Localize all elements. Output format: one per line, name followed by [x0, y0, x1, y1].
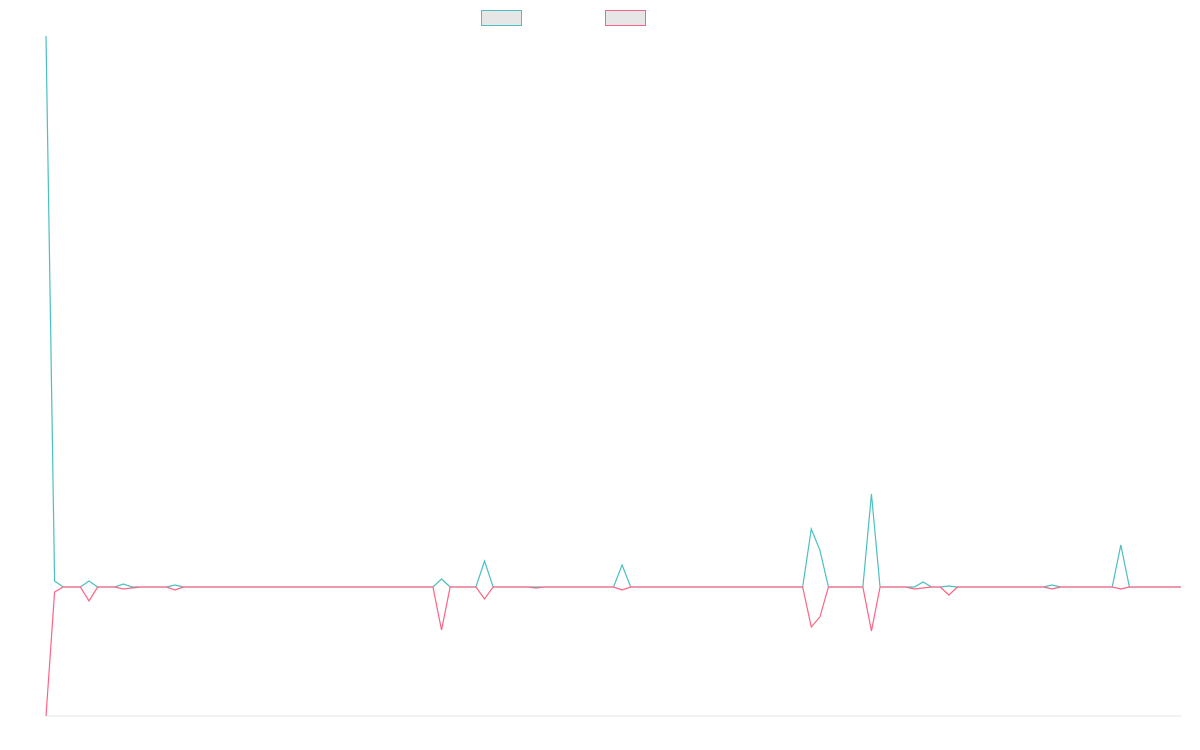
series-line [45, 35, 1181, 588]
legend-swatch [481, 10, 522, 26]
series-line [45, 586, 1181, 717]
legend-swatch [605, 10, 646, 26]
